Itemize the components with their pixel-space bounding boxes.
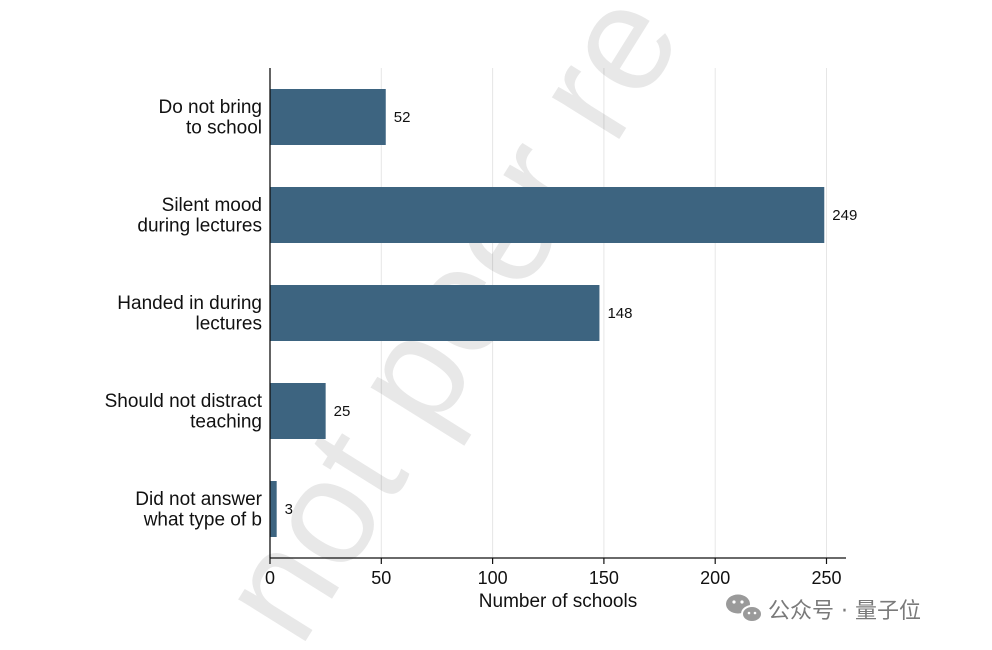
axes (269, 68, 846, 559)
value-label: 25 (334, 403, 351, 420)
bar (270, 383, 326, 439)
bar (270, 187, 825, 243)
category-label-line: Silent mood (162, 195, 262, 216)
source-badge-text: 公众号 · 量子位 (768, 599, 921, 624)
x-axis-title: Number of schools (479, 591, 637, 612)
category-labels: Do not bring to school Silent mood during l… (105, 97, 263, 531)
bars (270, 89, 825, 537)
value-label: 52 (394, 109, 411, 126)
x-tick-label: 150 (589, 568, 619, 588)
category-label: Did not answer what type of b (135, 489, 262, 531)
x-tick-label: 100 (478, 568, 508, 588)
value-label: 249 (832, 207, 857, 224)
grid-lines (380, 68, 827, 558)
bar (270, 481, 277, 537)
category-label-line: lectures (195, 313, 262, 334)
category-label-line: Do not bring (158, 97, 262, 118)
value-labels: 52 249 148 25 3 (285, 109, 858, 518)
category-label-line: Handed in during (117, 293, 262, 314)
bar (270, 285, 600, 341)
category-label: Handed in during lectures (117, 293, 262, 335)
category-label: Should not distract teaching (105, 391, 263, 433)
category-label: Silent mood during lectures (137, 195, 262, 237)
category-label-line: Did not answer (135, 489, 262, 510)
category-label-line: during lectures (137, 215, 262, 236)
source-badge: 公众号 · 量子位 (726, 594, 921, 624)
category-label-line: teaching (190, 411, 262, 432)
wechat-icon (726, 594, 763, 623)
category-label-line: what type of b (143, 509, 262, 530)
category-label: Do not bring to school (158, 97, 262, 139)
value-label: 148 (607, 305, 632, 322)
x-tick-label: 200 (700, 568, 730, 588)
value-label: 3 (285, 501, 293, 518)
x-tick-label: 50 (371, 568, 391, 588)
category-label-line: Should not distract (105, 391, 263, 412)
category-label-line: to school (186, 117, 262, 138)
x-tick-label: 0 (265, 568, 275, 588)
x-tick-label: 250 (811, 568, 841, 588)
bar (270, 89, 386, 145)
x-ticks: 0 50 100 150 200 250 (265, 558, 842, 588)
